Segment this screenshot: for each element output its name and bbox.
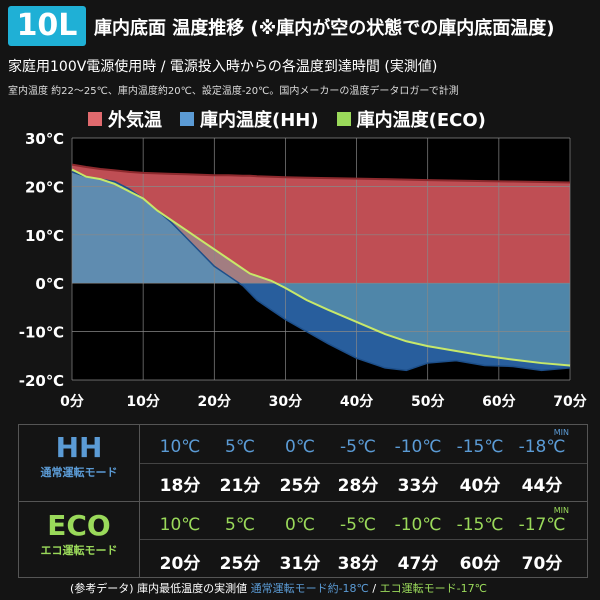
x-tick-label: 40分 (340, 394, 373, 410)
eco-mode-title: ECO (47, 509, 111, 542)
eco-temp-cell: -17℃ MIN (518, 506, 569, 535)
eco-temp-cell: -15℃ (456, 515, 504, 535)
hh-temp-cell: -5℃ (339, 437, 377, 457)
x-tick-label: 0分 (60, 394, 84, 410)
eco-mode-label: ECO エコ運転モード (19, 509, 139, 558)
hh-time-cell: 40分 (459, 476, 501, 496)
legend-item-hh: 庫内温度(HH) (180, 106, 319, 132)
arrival-time-table: HH 通常運転モード 10℃ 5℃ 0℃ -5℃ -10℃ -15℃ -18℃ MIN 18分… (18, 424, 588, 578)
legend-swatch-outside (88, 112, 102, 126)
hh-time-cell: 28分 (337, 476, 379, 496)
area-eco-temp (72, 169, 570, 366)
eco-temp-cell: 10℃ (159, 515, 201, 535)
legend-label-outside: 外気温 (108, 110, 162, 131)
measurement-note: 室内温度 約22～25℃、庫内温度約20℃、設定温度-20℃。国内メーカーの温度… (8, 86, 459, 97)
x-tick-label: 20分 (198, 394, 231, 410)
footer-eco: エコ運転モード-17℃ (379, 582, 487, 595)
eco-temp-cell: -5℃ (339, 515, 377, 535)
y-tick-label: 30℃ (25, 130, 64, 148)
hh-temp-cell: -10℃ (394, 437, 442, 457)
legend-swatch-eco (336, 112, 351, 126)
table-divider-mode (19, 501, 587, 502)
hh-temp-cell: -15℃ (456, 437, 504, 457)
hh-mode-label: HH 通常運転モード (19, 431, 139, 480)
eco-time-cell: 70分 (521, 554, 563, 574)
series-line-eco (71, 168, 571, 367)
table-divider (139, 463, 587, 464)
legend-label-hh: 庫内温度(HH) (200, 110, 319, 131)
eco-time-cell: 25分 (219, 554, 261, 574)
eco-time-cell: 38分 (337, 554, 379, 574)
capacity-badge: 10L (8, 6, 86, 46)
hh-mode-subtitle: 通常運転モード (40, 466, 118, 479)
hh-time-cell: 18分 (159, 476, 201, 496)
hh-temp-cell: 0℃ (285, 437, 315, 457)
chart-title: 庫内底面 温度推移 (※庫内が空の状態での庫内底面温度) (94, 18, 555, 39)
legend-item-eco: 庫内温度(ECO) (336, 106, 486, 132)
eco-temp-cell: 0℃ (285, 515, 315, 535)
y-tick-label: 0℃ (35, 275, 64, 293)
y-tick-label: 10℃ (25, 227, 64, 245)
eco-temp-cell: -10℃ (394, 515, 442, 535)
x-tick-label: 70分 (553, 394, 586, 410)
hh-mode-title: HH (55, 431, 103, 464)
legend-item-outside: 外気温 (88, 106, 162, 132)
chart-subtitle: 家庭用100V電源使用時 / 電源投入時からの各温度到達時間 (実測値) (8, 59, 438, 75)
eco-time-cell: 20分 (159, 554, 201, 574)
footer-note: (参考データ) 庫内最低温度の実測値 通常運転モード約-18℃ / エコ運転モー… (70, 580, 487, 596)
x-tick-label: 30分 (269, 394, 302, 410)
hh-time-cell: 44分 (521, 476, 563, 496)
hh-temp-cell: 10℃ (159, 437, 201, 457)
y-tick-label: 20℃ (25, 178, 64, 196)
x-tick-label: 50分 (411, 394, 444, 410)
table-divider (139, 539, 587, 540)
legend: 外気温 庫内温度(HH) 庫内温度(ECO) (88, 106, 486, 132)
temperature-chart: 30℃ 20℃ 10℃ 0℃ -10℃ -20℃ 0分 10分 20分 30分 40分 50分 60分 7… (19, 130, 587, 410)
hh-time-cell: 33分 (397, 476, 439, 496)
area-hh-temp (72, 171, 570, 371)
legend-label-eco: 庫内温度(ECO) (356, 110, 486, 131)
eco-mode-subtitle: エコ運転モード (40, 544, 118, 557)
x-tick-label: 60分 (482, 394, 515, 410)
footer-sep: / (368, 582, 380, 595)
eco-time-cell: 60分 (459, 554, 501, 574)
footer-hh: 通常運転モード約-18℃ (250, 582, 369, 595)
eco-time-cell: 47分 (397, 554, 439, 574)
hh-temp-cell: -18℃ MIN (518, 428, 569, 457)
eco-temp-cell: 5℃ (225, 515, 255, 535)
hh-temp-cell: 5℃ (225, 437, 255, 457)
footer-prefix: (参考データ) 庫内最低温度の実測値 (70, 582, 251, 595)
min-label: MIN (553, 506, 569, 515)
hh-time-cell: 21分 (219, 476, 261, 496)
series-line-outside (71, 163, 571, 184)
y-tick-label: -20℃ (19, 372, 64, 390)
eco-time-cell: 31分 (279, 554, 321, 574)
hh-time-cell: 25分 (279, 476, 321, 496)
header: 10L 庫内底面 温度推移 (※庫内が空の状態での庫内底面温度) (0, 0, 600, 56)
y-tick-label: -10℃ (19, 324, 64, 342)
legend-swatch-hh (180, 112, 194, 126)
x-tick-label: 10分 (126, 394, 159, 410)
min-label: MIN (553, 428, 569, 437)
series-line-hh (71, 171, 571, 372)
